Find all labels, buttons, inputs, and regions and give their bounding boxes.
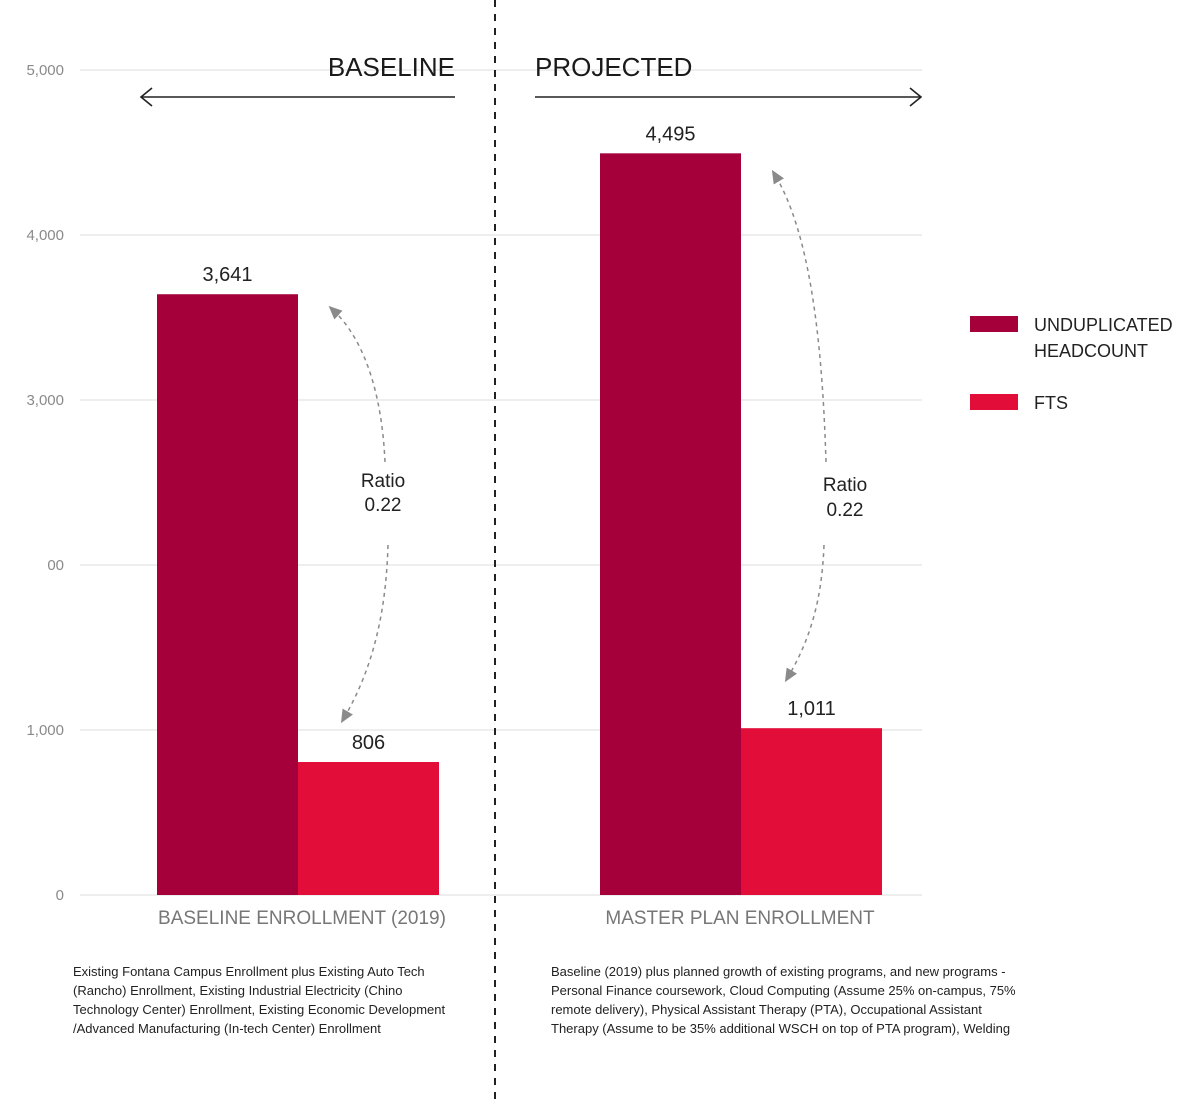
ratio-curve-upper-left bbox=[328, 305, 386, 463]
legend-swatch-fts bbox=[970, 394, 1018, 410]
projected-description: Baseline (2019) plus planned growth of e… bbox=[551, 964, 1016, 1036]
y-axis-ticks: 0 1,000 00 3,000 4,000 5,000 bbox=[26, 62, 64, 904]
ratio-curve-lower-left bbox=[340, 544, 389, 724]
bar-headcount bbox=[600, 153, 741, 895]
ratio-value-right: 0.22 bbox=[827, 500, 864, 521]
y-tick-label: 0 bbox=[56, 887, 64, 904]
y-tick-label: 1,000 bbox=[26, 722, 64, 739]
ratio-value-left: 0.22 bbox=[365, 495, 402, 516]
bar-fts bbox=[741, 728, 882, 895]
legend-item-headcount: UNDUPLICATED HEADCOUNT bbox=[970, 312, 1185, 364]
right-arrow-icon bbox=[535, 87, 923, 107]
section-label-projected: PROJECTED bbox=[535, 52, 692, 82]
ratio-label-right: Ratio bbox=[823, 475, 867, 496]
ratio-curve-upper-right bbox=[771, 169, 827, 463]
ratio-label-left: Ratio bbox=[361, 471, 405, 492]
y-tick-label: 5,000 bbox=[26, 62, 64, 79]
category-label: BASELINE ENROLLMENT (2019) bbox=[158, 908, 446, 929]
legend-label-fts: FTS bbox=[1034, 393, 1068, 413]
value-labels: 3,641 806 4,495 1,011 bbox=[202, 123, 835, 754]
y-tick-label: 4,000 bbox=[26, 227, 64, 244]
data-label: 806 bbox=[352, 732, 385, 754]
category-label: MASTER PLAN ENROLLMENT bbox=[605, 908, 875, 929]
legend-item-fts: FTS bbox=[970, 390, 1185, 416]
left-arrow-icon bbox=[139, 87, 455, 107]
baseline-description: Existing Fontana Campus Enrollment plus … bbox=[73, 964, 446, 1036]
ratio-curve-lower-right bbox=[784, 544, 825, 683]
legend: UNDUPLICATED HEADCOUNT FTS bbox=[970, 312, 1185, 442]
y-tick-label: 00 bbox=[47, 557, 64, 574]
legend-label-headcount: UNDUPLICATED HEADCOUNT bbox=[1034, 315, 1173, 361]
legend-swatch-headcount bbox=[970, 316, 1018, 332]
y-tick-label: 3,000 bbox=[26, 392, 64, 409]
bar-headcount bbox=[157, 294, 298, 895]
data-label: 1,011 bbox=[787, 698, 836, 720]
data-label: 4,495 bbox=[645, 123, 695, 145]
section-label-baseline: BASELINE bbox=[328, 52, 455, 82]
category-labels: BASELINE ENROLLMENT (2019) MASTER PLAN EN… bbox=[158, 908, 875, 929]
data-label: 3,641 bbox=[202, 264, 252, 286]
bars bbox=[157, 153, 882, 895]
bar-fts bbox=[298, 762, 439, 895]
